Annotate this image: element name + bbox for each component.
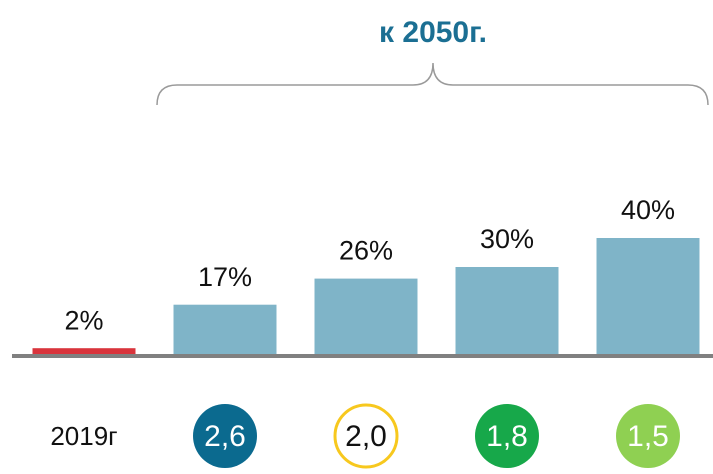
value-label: 26% xyxy=(339,236,393,266)
category-label: 2019г xyxy=(50,421,117,451)
category-badge xyxy=(193,404,257,468)
brace xyxy=(156,62,709,106)
bar xyxy=(455,267,559,354)
value-label: 2% xyxy=(64,305,103,335)
bar xyxy=(314,278,418,354)
value-label: 40% xyxy=(621,195,675,225)
category-label: 2,0 xyxy=(345,420,387,453)
category-label: 1,5 xyxy=(627,420,669,453)
category-badge xyxy=(475,404,539,468)
bar xyxy=(32,348,136,354)
category-badge xyxy=(333,403,399,469)
bar xyxy=(173,304,277,354)
category-label: 2,6 xyxy=(204,420,246,453)
value-label: 17% xyxy=(198,262,252,292)
chart-title: к 2050г. xyxy=(379,16,487,49)
category-badge xyxy=(616,404,680,468)
bar xyxy=(596,238,700,354)
category-label: 1,8 xyxy=(486,420,528,453)
value-label: 30% xyxy=(480,224,534,254)
